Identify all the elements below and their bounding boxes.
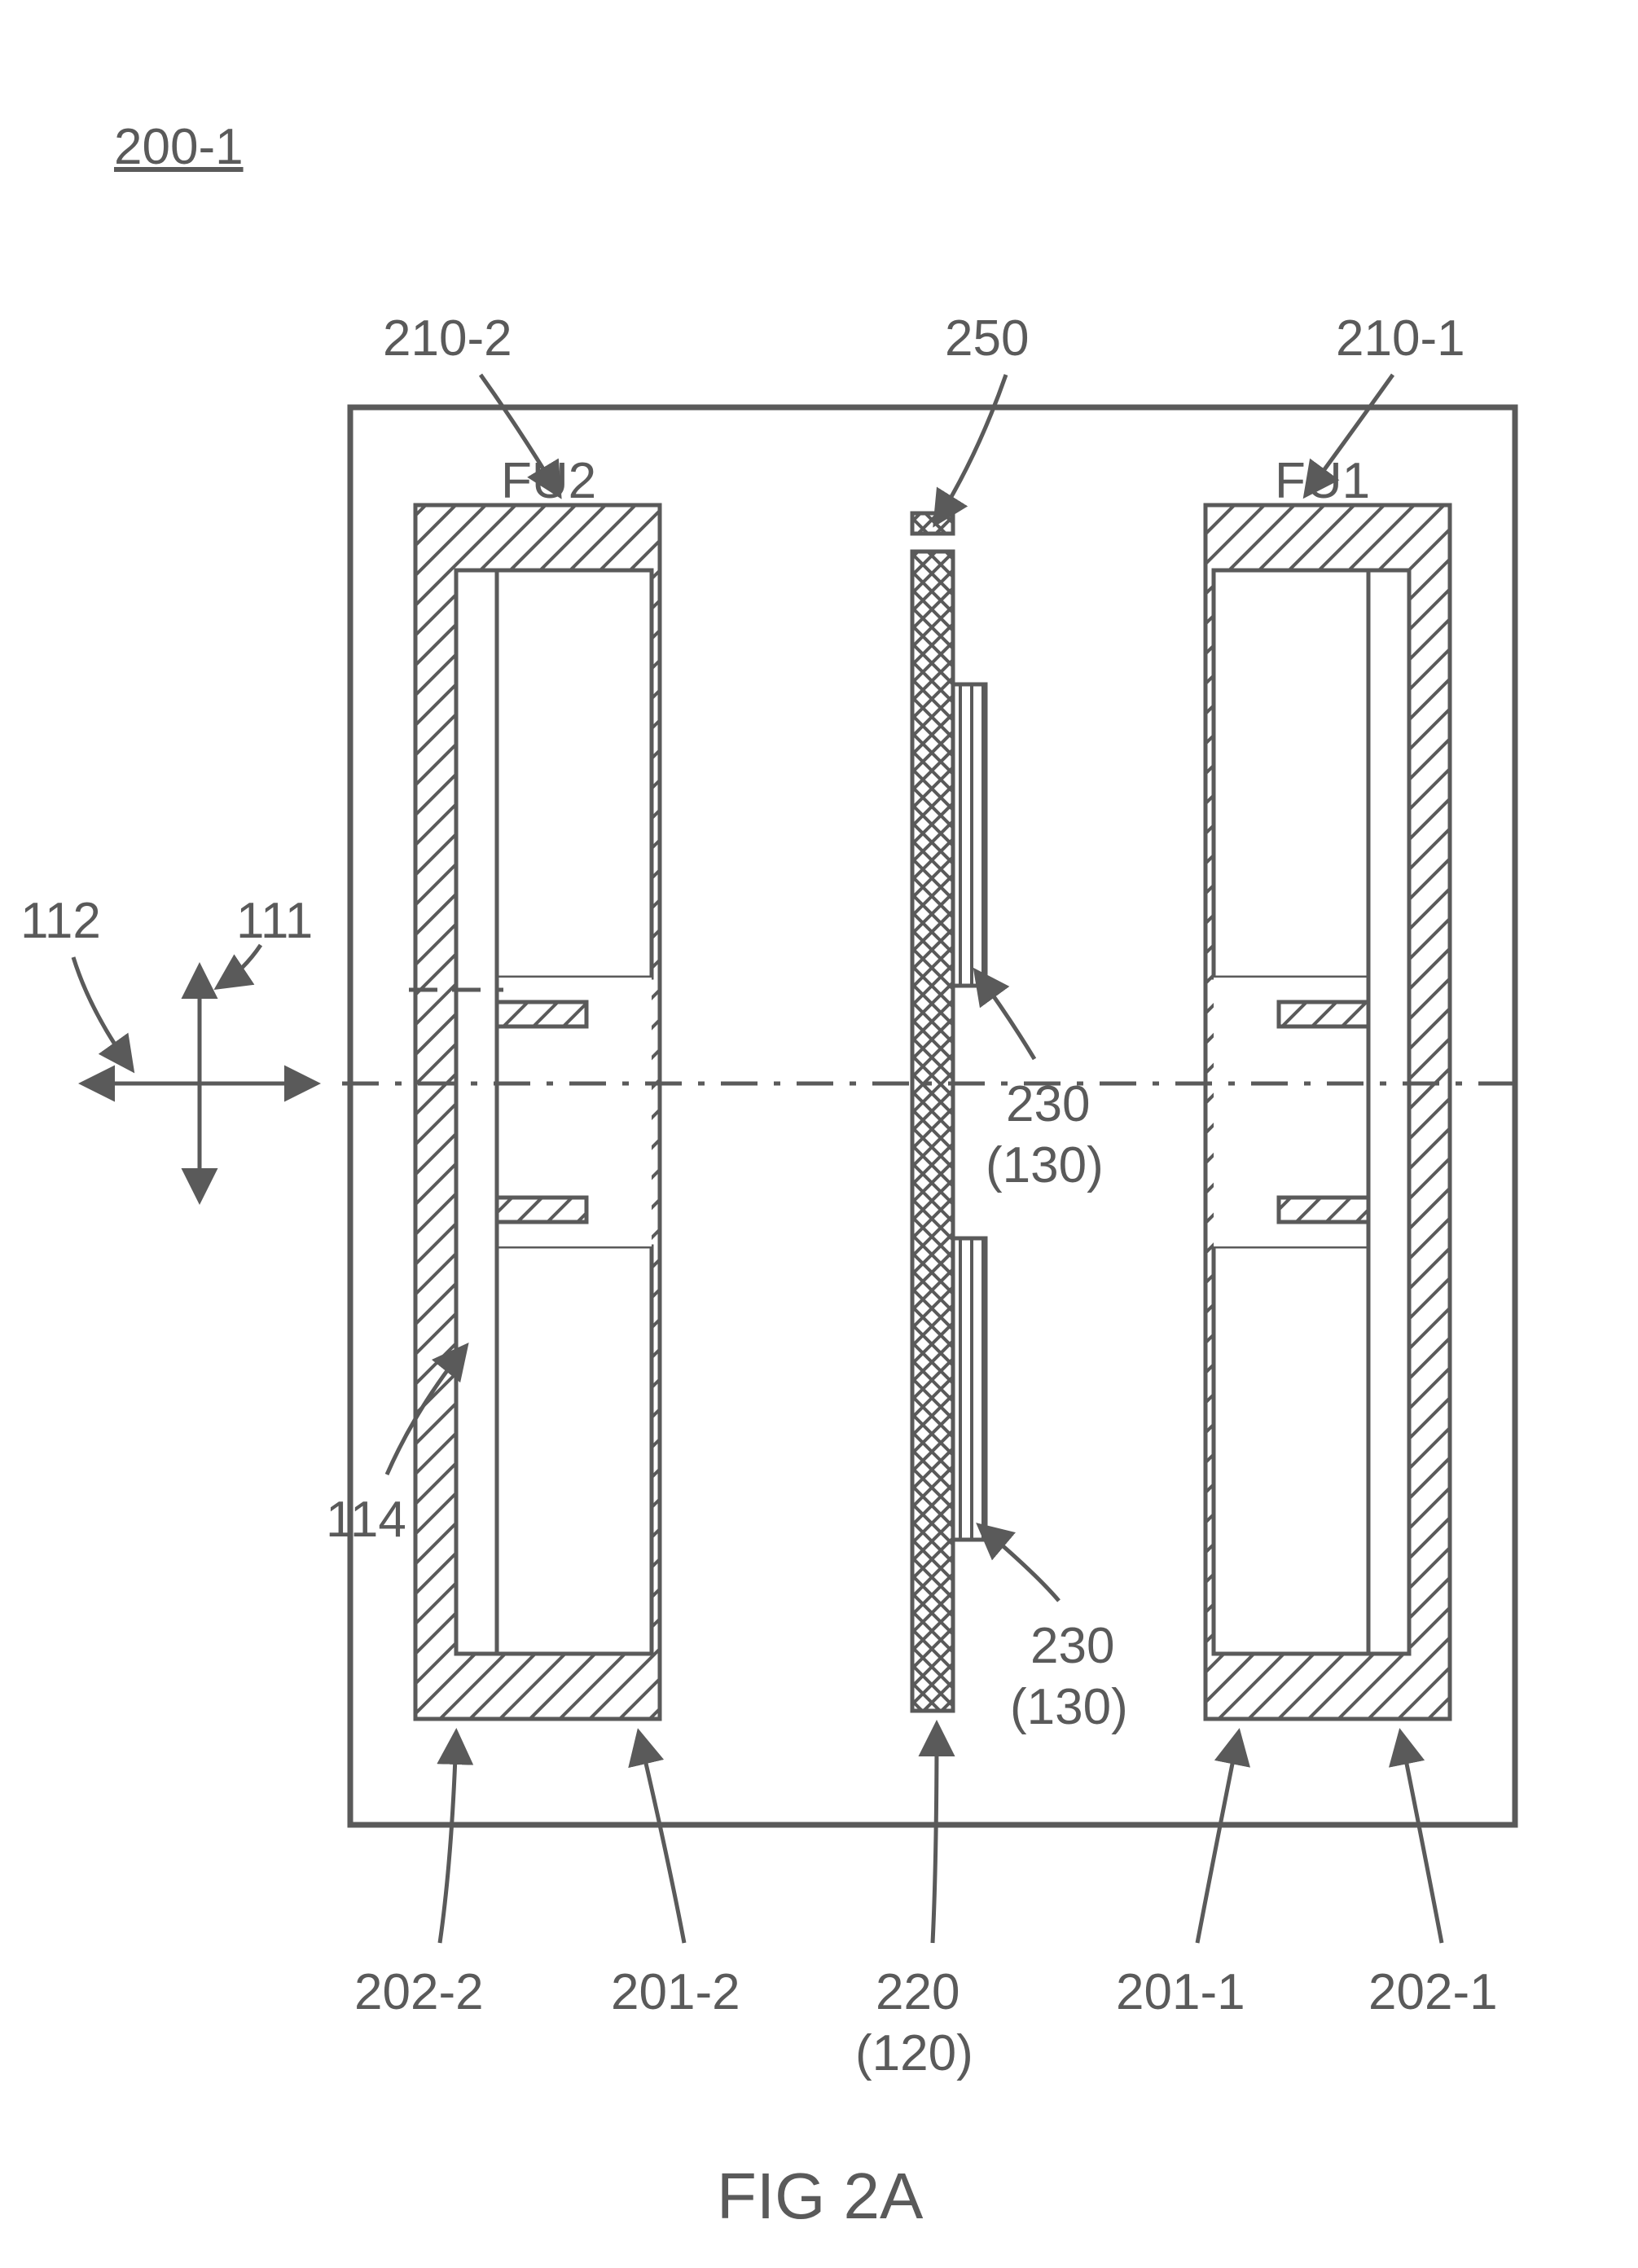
ref-201-1: 201-1 bbox=[1116, 1963, 1245, 2021]
leader-201-2 bbox=[639, 1735, 684, 1943]
leader-202-1 bbox=[1401, 1735, 1442, 1943]
ref-130-upper: (130) bbox=[986, 1136, 1104, 1194]
figure-id-label: 200-1 bbox=[114, 118, 244, 176]
attach-230-top bbox=[953, 684, 986, 986]
leader-220 bbox=[933, 1727, 937, 1943]
ref-111: 111 bbox=[236, 892, 313, 950]
label-fu1: FU1 bbox=[1275, 452, 1370, 510]
leader-250 bbox=[937, 375, 1006, 521]
ref-230-lower: 230 bbox=[1030, 1617, 1114, 1675]
ref-230-upper: 230 bbox=[1006, 1075, 1090, 1133]
leader-201-1 bbox=[1197, 1735, 1238, 1943]
ref-112: 112 bbox=[20, 892, 101, 950]
ref-220: 220 bbox=[876, 1963, 960, 2021]
fu1-assembly bbox=[1205, 505, 1450, 1719]
ref-210-2: 210-2 bbox=[383, 310, 512, 367]
attach-230-bot bbox=[953, 1238, 986, 1540]
ref-202-2: 202-2 bbox=[354, 1963, 484, 2021]
ref-250: 250 bbox=[945, 310, 1029, 367]
label-fu2: FU2 bbox=[501, 452, 596, 510]
leader-230-lower bbox=[981, 1527, 1059, 1601]
leader-112 bbox=[73, 957, 130, 1067]
leader-202-2 bbox=[440, 1735, 456, 1943]
fu2-assembly bbox=[415, 505, 660, 1719]
center-bar-220 bbox=[912, 513, 986, 1711]
ref-210-1: 210-1 bbox=[1336, 310, 1465, 367]
ref-201-2: 201-2 bbox=[611, 1963, 740, 2021]
ref-120: (120) bbox=[855, 2024, 973, 2082]
ref-114: 114 bbox=[326, 1491, 406, 1549]
ref-202-1: 202-1 bbox=[1368, 1963, 1498, 2021]
leader-111 bbox=[220, 945, 261, 986]
leader-230-upper bbox=[977, 974, 1034, 1059]
ref-130-lower: (130) bbox=[1010, 1678, 1128, 1736]
coord-axes bbox=[86, 969, 314, 1198]
figure-caption: FIG 2A bbox=[717, 2159, 923, 2234]
